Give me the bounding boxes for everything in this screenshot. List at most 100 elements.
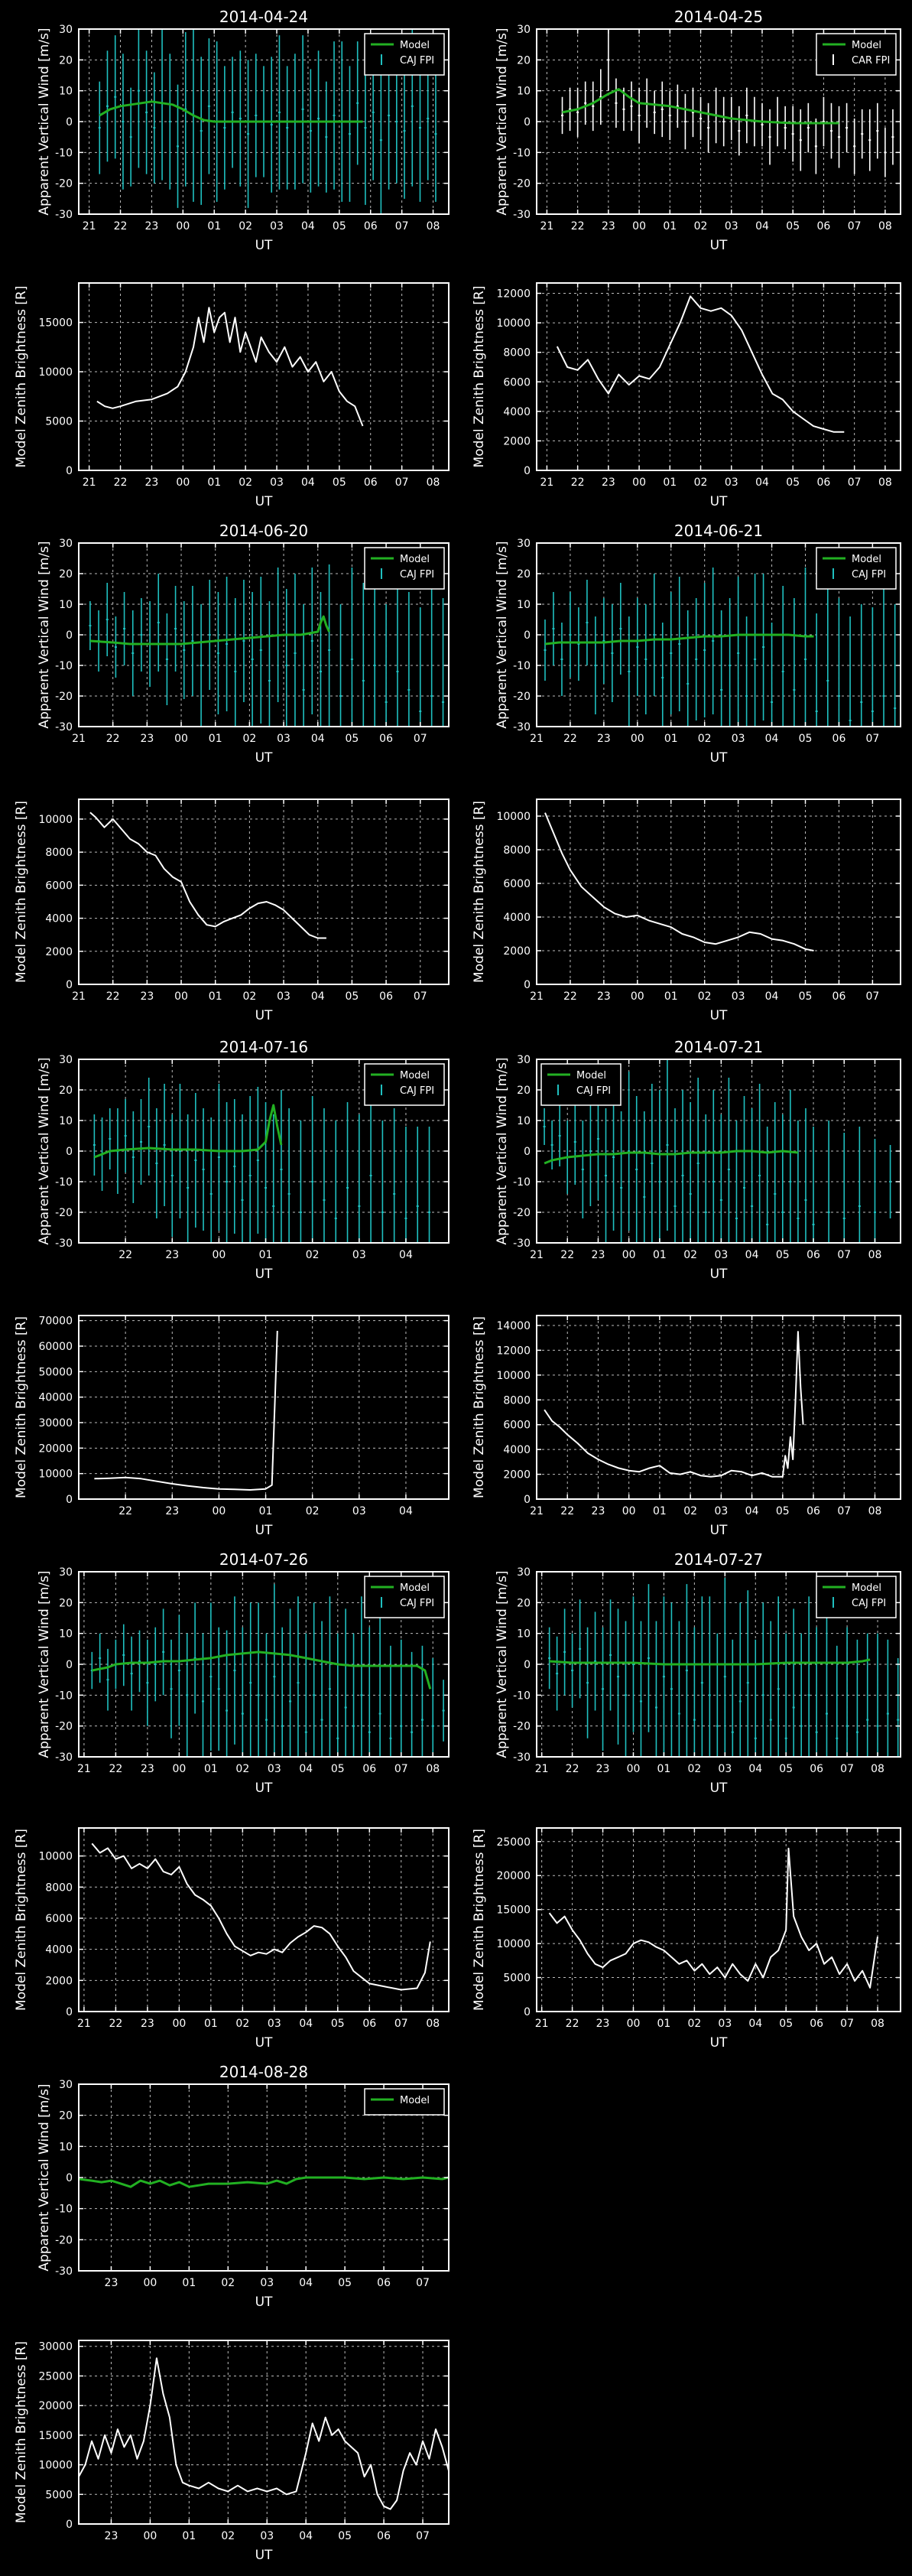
y-tick-label: 0 [524,629,531,642]
x-tick-label: 04 [311,990,325,1003]
x-tick-label: 03 [718,2018,732,2030]
x-axis-label: UT [710,1781,728,1796]
legend: Model [364,2088,445,2116]
y-tick-label: -20 [55,178,73,190]
x-tick-label: 01 [663,220,677,233]
y-axis-label: Apparent Vertical Wind [m/s] [495,1570,510,1758]
x-tick-label: 21 [72,733,86,745]
x-tick-label: 22 [118,1249,132,1261]
y-tick-label: 0 [524,1146,531,1158]
y-tick-label: 70000 [38,1316,73,1328]
x-tick-label: 07 [416,2277,430,2289]
y-axis-label: Model Zenith Brightness [R] [14,2341,29,2523]
y-tick-label: -10 [513,1176,531,1189]
y-tick-label: 8000 [503,347,531,359]
y-tick-label: -10 [513,147,531,159]
panel-title: 2014-07-16 [219,1038,308,1056]
y-axis-label: Apparent Vertical Wind [m/s] [495,541,510,728]
brightness-line [544,812,814,951]
chart-panel: 21 22 23 00 01 02 03 04 05 06 07 08 0 2000 4000 6000 800… [472,282,901,509]
legend-box [364,547,445,590]
x-tick-label: 22 [109,1763,122,1775]
legend-label: Model [400,1070,430,1081]
x-tick-label: 08 [426,2018,440,2030]
y-tick-label: 25000 [496,1836,531,1849]
x-tick-label: 05 [338,2277,352,2289]
x-tick-label: 07 [865,733,879,745]
x-tick-label: 06 [379,733,393,745]
x-tick-label: 23 [592,1505,605,1517]
chart-panel: 21 22 23 00 01 02 03 04 05 06 07 08 -30 -20 -10 0 10 20 30… [495,1550,901,1796]
axes-frame [536,1315,901,1500]
x-tick-label: 23 [592,1249,605,1261]
legend: Model CAR FPI [816,33,897,76]
x-tick-label: 23 [596,1763,610,1775]
x-tick-label: 23 [140,990,154,1003]
x-tick-label: 02 [694,476,708,489]
y-tick-label: 30 [59,1054,73,1066]
x-tick-label: 04 [299,2277,313,2289]
y-tick-label: 0 [66,2172,73,2184]
x-tick-label: 02 [242,733,256,745]
x-tick-label: 06 [817,220,831,233]
legend-label: Model [400,2095,430,2106]
y-tick-label: 20000 [496,1870,531,1882]
model-line [549,1658,871,1666]
x-tick-label: 21 [72,990,86,1003]
y-tick-label: -30 [513,209,531,221]
x-tick-label: 06 [364,476,378,489]
chart-panel: 21 22 23 00 01 02 03 04 05 06 07 08 -30 -20 -10 0 10 20 30… [495,1038,901,1282]
x-tick-label: 04 [301,220,315,233]
y-tick-label: 0 [524,979,531,991]
x-tick-label: 03 [260,2277,274,2289]
y-tick-label: 30 [59,538,73,550]
x-tick-label: 21 [530,990,544,1003]
x-tick-label: 07 [395,476,409,489]
y-tick-label: 10 [59,2141,73,2153]
x-axis-label: UT [710,1008,728,1023]
x-tick-label: 21 [540,476,553,489]
x-tick-label: 00 [622,1249,636,1261]
axes-frame [78,1827,450,2012]
x-tick-label: 08 [878,476,892,489]
x-tick-label: 01 [259,1249,273,1261]
y-axis-label: Apparent Vertical Wind [m/s] [37,28,52,215]
chart-panel: 23 00 01 02 03 04 05 06 07 0 5000 10000 15000 20000 25… [14,2340,450,2563]
y-tick-label: 10 [517,1115,531,1127]
x-tick-label: 21 [535,2018,549,2030]
model-line [93,1104,283,1159]
y-tick-label: 2000 [45,1975,73,1987]
y-tick-label: 8000 [503,844,531,857]
x-tick-label: 02 [235,1763,249,1775]
y-tick-label: 20 [517,1085,531,1097]
y-tick-label: 6000 [45,880,73,892]
legend: Model CAJ FPI [364,1063,445,1106]
x-tick-label: 04 [299,1763,313,1775]
chart-panel: 21 22 23 00 01 02 03 04 05 06 07 08 0 5000 10000 15000 U… [14,282,450,509]
chart-panel: 21 22 23 00 01 02 03 04 05 06 07 08 -30 -20 -10 0 10 20 30… [37,1550,450,1796]
x-tick-label: 07 [414,733,427,745]
y-tick-label: 0 [66,116,73,128]
y-tick-label: 10000 [496,317,531,330]
x-axis-label: UT [710,494,728,509]
x-tick-label: 00 [627,1763,641,1775]
y-tick-label: 12000 [496,1345,531,1357]
x-tick-label: 03 [732,733,745,745]
y-tick-label: 30 [517,1054,531,1066]
x-tick-label: 05 [799,990,813,1003]
chart-panel: 21 22 23 00 01 02 03 04 05 06 07 08 0 2000 4000 6000 800… [14,1827,450,2051]
plot-area [561,29,894,177]
x-tick-label: 00 [631,733,644,745]
x-tick-label: 22 [106,990,120,1003]
y-tick-label: 14000 [496,1320,531,1332]
y-tick-label: -30 [55,209,73,221]
axes-frame [536,1827,901,2012]
plot-area [544,568,897,727]
x-tick-label: 07 [394,2018,408,2030]
legend-label: CAR FPI [852,55,890,67]
y-tick-label: 30 [517,24,531,36]
brightness-line [544,1331,804,1478]
chart-panel: 21 22 23 00 01 02 03 04 05 06 07 08 0 2000 4000 6000 800… [472,1315,901,1538]
plot-area [92,1078,431,1243]
y-tick-label: 15000 [38,317,73,330]
